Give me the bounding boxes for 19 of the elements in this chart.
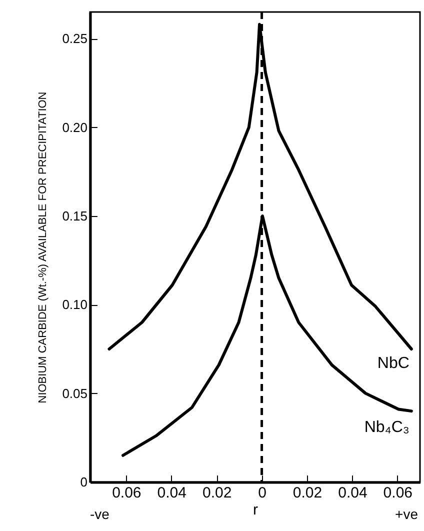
x-tick-label: 0.06 (112, 484, 142, 502)
y-tick-label: 0 (80, 474, 88, 490)
x-tick-label: 0.02 (292, 484, 322, 502)
x-tick-label: 0.02 (202, 484, 232, 502)
x-tick-label: 0.06 (383, 484, 412, 502)
x-tick-label: 0.04 (157, 484, 186, 502)
x-tick-label: 0.04 (338, 484, 368, 502)
x-axis-title: r (253, 502, 258, 518)
x-tick-label: 0 (258, 484, 266, 502)
y-tick-label: 0.10 (62, 297, 88, 312)
text: -ve (90, 506, 110, 522)
y-tick-label: 0.20 (62, 120, 88, 135)
series-label: NbC (377, 354, 410, 372)
y-tick-label: 0.15 (62, 208, 88, 224)
series-label: Nb₄C₃ (364, 419, 410, 436)
text: +ve (395, 506, 418, 522)
y-tick-label: 0.25 (62, 31, 88, 46)
y-axis-title: NIOBIUM CARBIDE (Wt.-%) AVAILABLE FOR PRECIPITATION (37, 92, 50, 404)
y-tick-label: 0.05 (62, 386, 88, 401)
